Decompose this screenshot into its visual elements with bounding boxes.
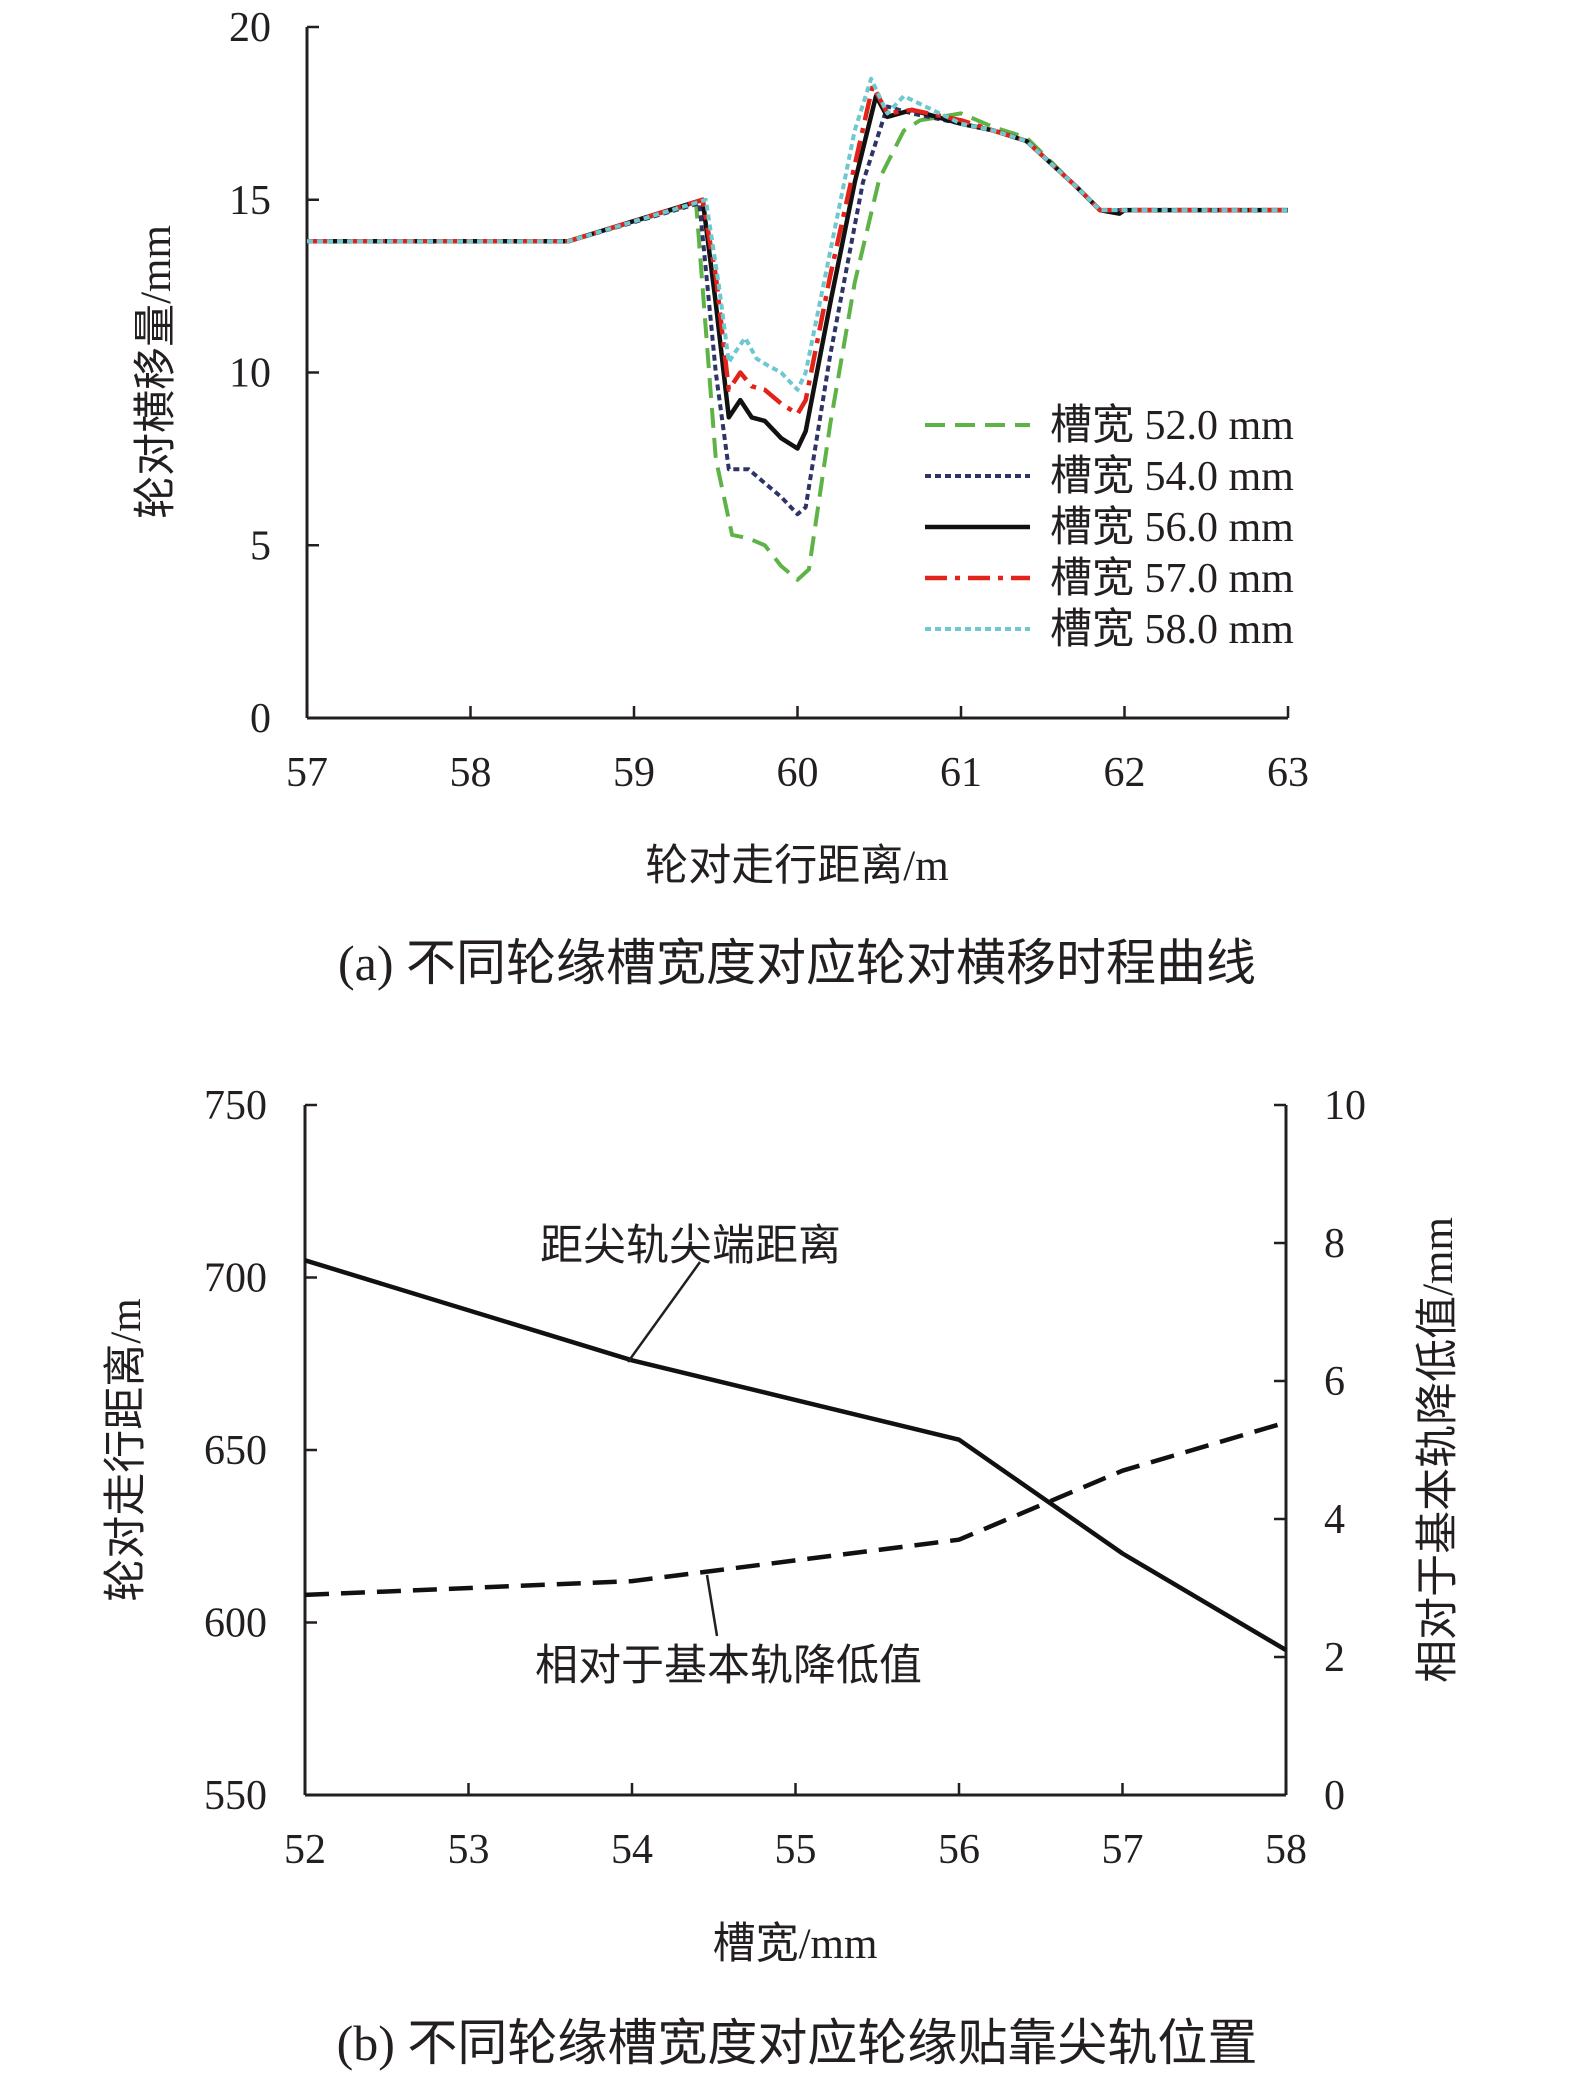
annotation-leader-solid [626, 1261, 702, 1363]
panel-a-x-tick-label: 61 [940, 750, 982, 796]
panel-a-legend-label-2: 槽宽 56.0 mm [1050, 504, 1294, 551]
panel-b-series-line-0 [304, 1258, 1288, 1653]
panel-b-annotations: 距尖轨尖端距离 相对于基本轨降低值 [535, 1222, 922, 1690]
panel-a-series-line-4 [307, 76, 1288, 392]
panel-a-x-axis-label: 轮对走行距离/m [645, 842, 948, 890]
panel-a-caption: (a) 不同轮缘槽宽度对应轮对横移时程曲线 [338, 935, 1256, 991]
panel-b-series-line-1 [304, 1420, 1287, 1598]
panel-b-x-tick-label: 57 [1102, 1827, 1144, 1873]
panel-a-x-tick-label: 63 [1267, 750, 1309, 796]
panel-a-x-tick-label: 62 [1104, 750, 1146, 796]
annotation-dashed-series: 相对于基本轨降低值 [535, 1643, 922, 1690]
panel-a-series-line-2 [307, 93, 1288, 451]
panel-a-legend-label-4: 槽宽 58.0 mm [1050, 606, 1294, 653]
panel-a-legend-label-1: 槽宽 54.0 mm [1050, 453, 1294, 500]
panel-b-y-tick-label-right: 10 [1324, 1083, 1366, 1129]
panel-b-x-tick-label: 52 [284, 1827, 326, 1873]
panel-b-chart: 52 53 54 55 56 57 58 550 600 650 700 750 0 2 4 6 8 10 距尖轨… [102, 1083, 1462, 2071]
panel-a-y-tick-label: 20 [229, 5, 271, 51]
panel-a-x-tick-label: 58 [450, 750, 492, 796]
panel-b-y-axis-label-right: 相对于基本轨降低值/mm [1415, 1217, 1462, 1683]
panel-b-y-tick-label-right: 4 [1324, 1497, 1345, 1543]
panel-b-series [304, 1258, 1288, 1653]
annotation-leader-dashed-line [705, 1574, 719, 1637]
panel-a-x-tick-label: 59 [613, 750, 655, 796]
panel-b-y-tick-label-right: 8 [1324, 1221, 1345, 1267]
panel-b-x-tick-label: 54 [611, 1827, 653, 1873]
panel-b-y-tick-label-left: 700 [204, 1256, 267, 1302]
panel-a-series [307, 76, 1288, 582]
panel-a-x-tick-label: 60 [777, 750, 819, 796]
panel-a-y-tick-label: 10 [229, 351, 271, 397]
panel-a-series-line-3 [307, 83, 1288, 417]
panel-a-y-tick-label: 15 [229, 178, 271, 224]
panel-b-ticks: 52 53 54 55 56 57 58 550 600 650 700 750 0 2 4 6 8 10 [204, 1083, 1366, 1873]
panel-a-legend-label-3: 槽宽 57.0 mm [1050, 555, 1294, 602]
panel-b-y-tick-label-left: 550 [204, 1773, 267, 1819]
panel-b-y-tick-label-left: 600 [204, 1601, 267, 1647]
panel-a-series-line-1 [307, 104, 1288, 517]
panel-a-x-tick-label: 57 [286, 750, 328, 796]
panel-a-y-tick-label: 0 [250, 696, 271, 742]
panel-a-y-axis-label: 轮对横移量/mm [133, 225, 180, 519]
panel-a-ticks: 57 58 59 60 61 62 63 0 5 10 15 20 [229, 5, 1309, 796]
panel-b-caption: (b) 不同轮缘槽宽度对应轮缘贴靠尖轨位置 [337, 2015, 1258, 2071]
panel-b-y-tick-label-right: 6 [1324, 1359, 1345, 1405]
panel-b-y-tick-label-right: 0 [1324, 1773, 1345, 1819]
panel-b-y-tick-label-left: 650 [204, 1428, 267, 1474]
panel-b-x-tick-label: 56 [938, 1827, 980, 1873]
panel-b-x-axis-label: 槽宽/mm [713, 1920, 878, 1968]
panel-b-x-tick-label: 58 [1265, 1827, 1307, 1873]
annotation-solid-series: 距尖轨尖端距离 [540, 1222, 841, 1270]
panel-b-y-tick-label-left: 750 [204, 1083, 267, 1129]
panel-a-y-tick-label: 5 [250, 523, 271, 569]
panel-b-y-axis-label-left: 轮对走行距离/m [102, 1298, 150, 1601]
panel-b-y-tick-label-right: 2 [1324, 1635, 1345, 1681]
panel-b-x-tick-label: 53 [448, 1827, 490, 1873]
panel-a-legend-label-0: 槽宽 52.0 mm [1050, 402, 1294, 449]
panel-b-x-tick-label: 55 [775, 1827, 817, 1873]
